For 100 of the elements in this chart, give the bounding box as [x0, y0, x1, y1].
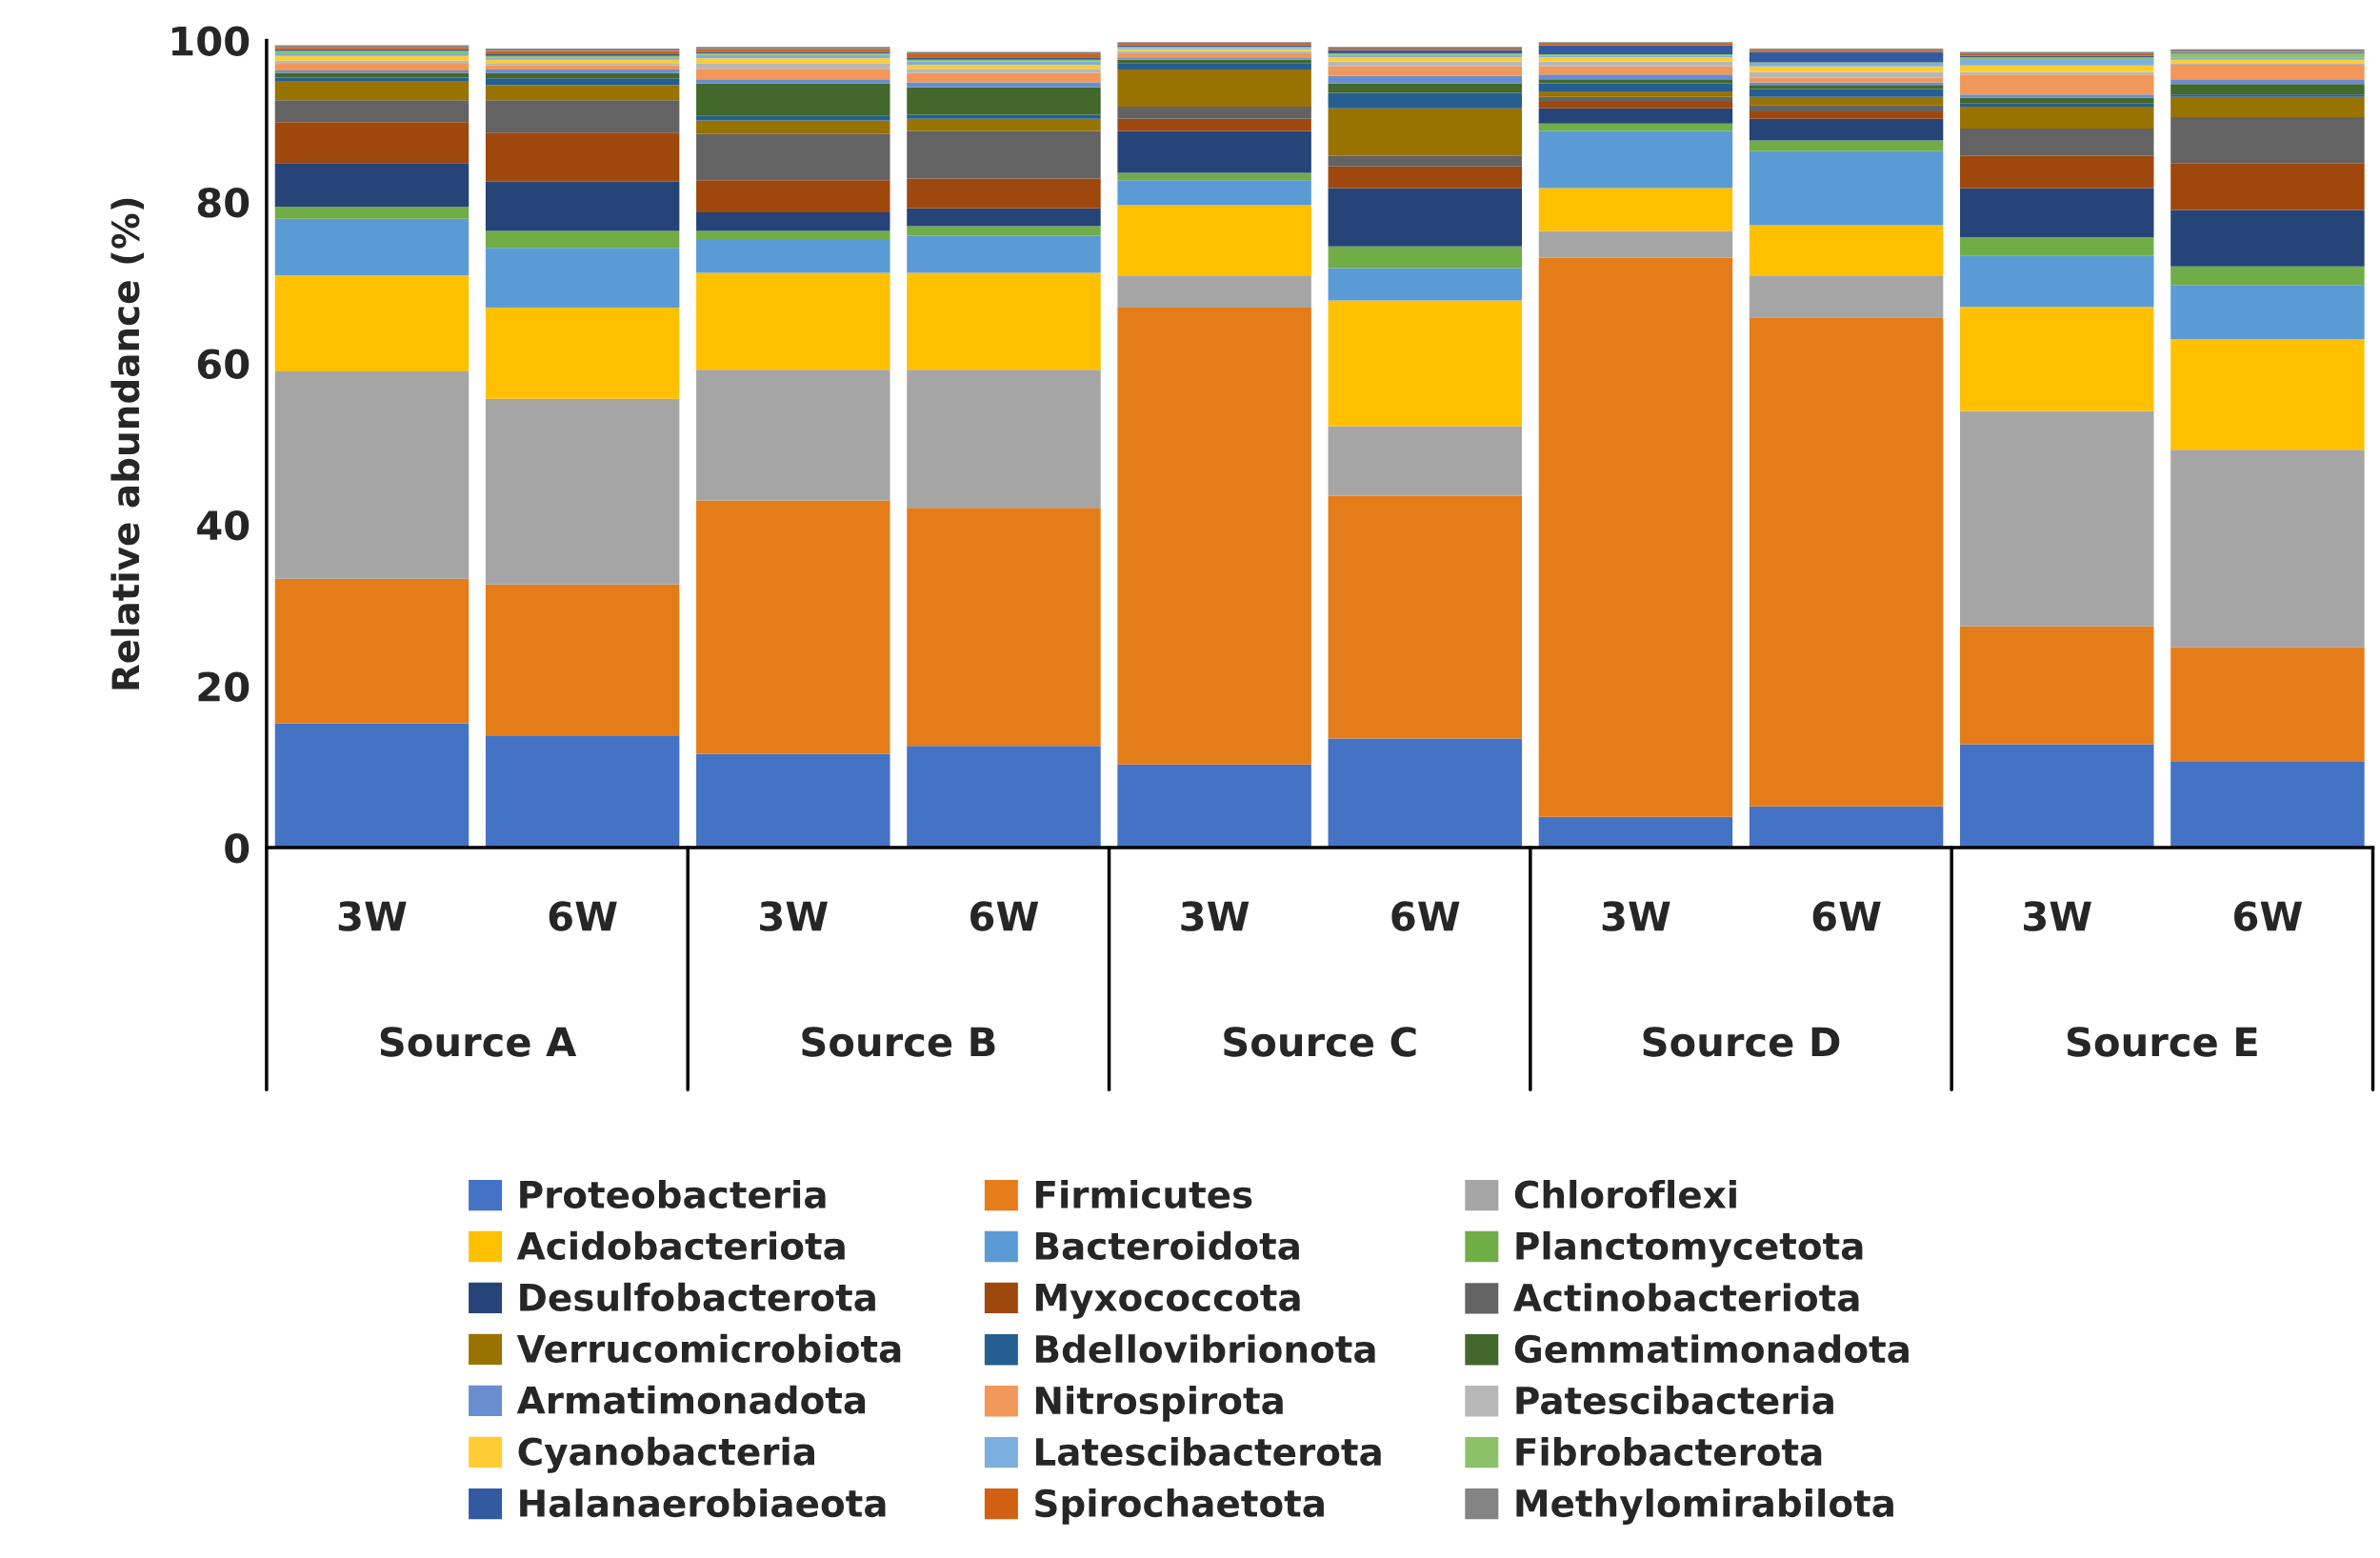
bar — [907, 87, 1101, 115]
bar — [2170, 84, 2365, 95]
source-note: Source C — [1224, 1027, 1416, 1057]
bar — [696, 133, 890, 181]
bar — [1117, 53, 1311, 58]
bar — [1749, 118, 1944, 141]
y-tick-label: 60 — [197, 349, 250, 379]
bar — [696, 58, 890, 64]
bar — [1538, 101, 1733, 109]
bar — [1960, 97, 2154, 104]
bar — [274, 100, 470, 123]
bar — [1328, 83, 1523, 93]
source-note: Source B — [802, 1027, 995, 1057]
bar — [1749, 51, 1944, 63]
bar — [274, 207, 470, 219]
bar — [485, 132, 680, 182]
bar — [1117, 57, 1311, 60]
bar — [274, 275, 470, 371]
legend-label: Bdellovibrionota — [1035, 1334, 1375, 1364]
x-tick-label: 6W — [1812, 901, 1881, 931]
legend-label: Fibrobacterota — [1516, 1437, 1822, 1467]
bar — [2170, 339, 2365, 450]
bar — [907, 508, 1101, 747]
bar — [1960, 237, 2154, 256]
bar — [1749, 85, 1944, 90]
legend-label: Nitrospirota — [1035, 1386, 1283, 1422]
bar — [907, 114, 1101, 119]
source-note: Source A — [380, 1027, 577, 1057]
bar — [1749, 225, 1944, 276]
bar — [907, 118, 1101, 131]
bar — [1960, 128, 2154, 156]
x-tick-label: 6W — [970, 901, 1039, 931]
bar — [907, 226, 1101, 236]
y-axis-title: Relative abundance (%) — [110, 198, 145, 689]
bar — [1749, 140, 1944, 151]
bar — [1749, 89, 1944, 97]
legend-label: Chloroflexi — [1514, 1179, 1736, 1208]
bar — [907, 82, 1101, 88]
bar — [485, 85, 680, 101]
bar — [1538, 96, 1733, 102]
bar — [1538, 66, 1733, 75]
bar — [2170, 210, 2365, 267]
bar — [1538, 230, 1733, 258]
bar — [1328, 268, 1523, 301]
bar — [1117, 118, 1311, 131]
y-tick-label: 100 — [171, 26, 250, 56]
source-note: Source D — [1643, 1027, 1840, 1057]
bar — [1960, 626, 2154, 745]
bar — [1117, 107, 1311, 119]
bar — [907, 130, 1101, 179]
bar — [1749, 806, 1944, 848]
bar — [2170, 266, 2365, 286]
legend-label: Bacteroidota — [1035, 1230, 1299, 1260]
bar — [1328, 426, 1523, 496]
bar — [1117, 308, 1311, 765]
bar — [274, 81, 470, 101]
x-tick-label: 3W — [760, 901, 828, 931]
bar — [485, 398, 680, 585]
bar — [1117, 130, 1311, 173]
bar — [907, 235, 1101, 273]
bar — [1117, 180, 1311, 206]
bar — [1328, 246, 1523, 269]
bar — [907, 72, 1101, 83]
bar — [1117, 764, 1311, 848]
bar — [1960, 94, 2154, 98]
legend-label: Gemmatimonadota — [1514, 1334, 1909, 1364]
legend-label: Methylomirabilota — [1516, 1488, 1893, 1525]
bar — [1328, 75, 1523, 84]
bar — [696, 230, 890, 240]
bar — [1538, 108, 1733, 124]
bar — [1328, 155, 1523, 167]
bar — [274, 77, 470, 82]
legend-label: Desulfobacterota — [520, 1282, 875, 1311]
bar — [2170, 285, 2365, 340]
bar — [485, 100, 680, 133]
bar — [696, 272, 890, 370]
x-tick-label: 6W — [2234, 901, 2303, 931]
x-tick-label: 3W — [338, 901, 407, 931]
legend-label: Halanaerobiaeota — [520, 1488, 886, 1518]
legend-label: Actinobacteriota — [1513, 1283, 1859, 1312]
bar — [2170, 96, 2365, 118]
bar — [1538, 74, 1733, 80]
bar — [485, 181, 680, 231]
bar — [1749, 150, 1944, 226]
legend-label: Verrucomicrobiota — [516, 1333, 901, 1363]
bar — [1960, 155, 2154, 189]
bar — [907, 178, 1101, 209]
bar — [696, 500, 890, 754]
bar — [1749, 77, 1944, 83]
bar — [696, 63, 890, 70]
bar — [696, 753, 890, 848]
bar — [274, 122, 470, 164]
bar — [1749, 71, 1944, 78]
legend-label: Cyanobacteria — [518, 1436, 814, 1473]
bar — [907, 51, 1101, 54]
bar — [274, 723, 470, 848]
bar — [907, 208, 1101, 227]
bar — [907, 746, 1101, 848]
bar — [696, 370, 890, 501]
bar — [1328, 300, 1523, 427]
